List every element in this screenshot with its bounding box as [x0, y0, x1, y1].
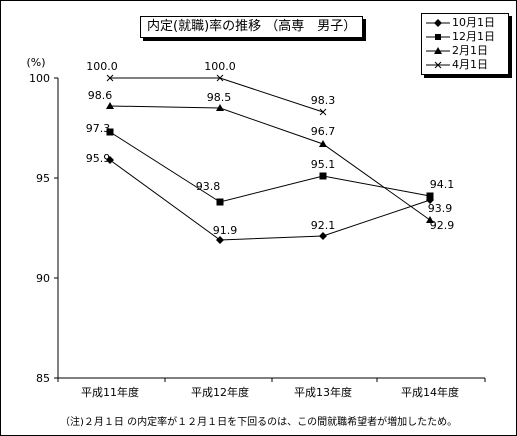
data-label: 98.5 — [207, 91, 232, 104]
data-label: 94.1 — [430, 178, 455, 191]
legend-item-dec: 12月1日 — [422, 30, 508, 44]
chart-footnote: （注)２月１日 の内定率が１２月１日を下回るのは、この間就職希望者が増加したため… — [60, 417, 458, 428]
data-label: 100.0 — [86, 60, 118, 73]
legend-item-oct: 10月1日 — [422, 16, 508, 30]
data-point-square — [319, 172, 327, 180]
y-tick-label: 85 — [36, 372, 50, 385]
series-line-1 — [109, 131, 431, 203]
series-line-0 — [109, 159, 431, 241]
square-marker-icon — [426, 34, 450, 40]
y-tick-label: 90 — [36, 272, 50, 285]
data-label: 96.7 — [311, 125, 336, 138]
legend-item-apr: 4月1日 — [422, 58, 508, 72]
chart-legend: 10月1日 12月1日 2月1日 4月1日 — [421, 13, 509, 75]
data-label: 95.1 — [311, 158, 336, 171]
legend-label: 4月1日 — [452, 58, 488, 71]
x-tick-label: 平成14年度 — [401, 385, 459, 399]
x-tick-label: 平成12年度 — [191, 385, 249, 399]
y-tick-label: 95 — [36, 172, 50, 185]
data-point-triangle — [319, 140, 327, 147]
data-point-diamond — [106, 156, 114, 164]
x-marker-icon — [426, 61, 450, 69]
legend-label: 10月1日 — [452, 16, 495, 29]
data-point-x — [319, 108, 327, 116]
triangle-marker-icon — [426, 47, 450, 54]
legend-label: 12月1日 — [452, 30, 495, 43]
data-label: 98.6 — [88, 89, 113, 102]
x-tick-label: 平成11年度 — [81, 385, 139, 399]
y-tick-label: 100 — [29, 72, 50, 85]
series-line-2 — [109, 105, 431, 221]
diamond-marker-icon — [426, 19, 450, 27]
data-point-square — [426, 192, 434, 200]
legend-label: 2月1日 — [452, 44, 488, 57]
data-point-square — [216, 198, 224, 206]
data-label: 92.1 — [311, 219, 336, 232]
data-label: 92.9 — [430, 219, 455, 232]
chart-title: 内定(就職)率の推移 （高専 男子） — [140, 16, 364, 38]
data-point-diamond — [319, 232, 327, 240]
x-tick-label: 平成13年度 — [294, 385, 352, 399]
data-point-triangle — [216, 104, 224, 111]
data-label: 95.9 — [86, 152, 111, 165]
data-label: 93.8 — [196, 180, 221, 193]
data-point-x — [216, 74, 224, 82]
data-label: 100.0 — [204, 60, 236, 73]
data-point-x — [106, 74, 114, 82]
data-label: 93.9 — [428, 202, 453, 215]
data-point-square — [106, 128, 114, 136]
data-point-triangle — [106, 102, 114, 109]
data-label: 98.3 — [311, 94, 336, 107]
data-point-triangle — [426, 216, 434, 223]
y-axis-label: (%) — [26, 56, 45, 69]
data-label: 91.9 — [213, 224, 238, 237]
data-point-diamond — [216, 236, 224, 244]
legend-item-feb: 2月1日 — [422, 44, 508, 58]
data-label: 97.3 — [86, 122, 111, 135]
